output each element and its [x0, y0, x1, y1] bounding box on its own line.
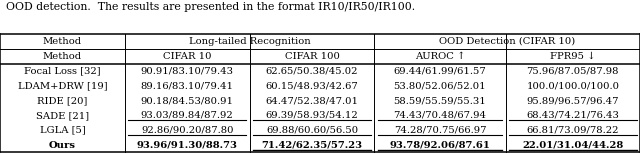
Text: SADE [21]: SADE [21]: [36, 111, 89, 120]
Text: 100.0/100.0/100.0: 100.0/100.0/100.0: [526, 81, 620, 90]
Text: Focal Loss [32]: Focal Loss [32]: [24, 66, 100, 75]
Text: 69.44/61.99/61.57: 69.44/61.99/61.57: [394, 66, 486, 75]
Text: 92.86/90.20/87.80: 92.86/90.20/87.80: [141, 126, 234, 135]
Text: 64.47/52.38/47.01: 64.47/52.38/47.01: [266, 96, 358, 105]
Text: 93.78/92.06/87.61: 93.78/92.06/87.61: [390, 141, 490, 150]
Text: 22.01/31.04/44.28: 22.01/31.04/44.28: [522, 141, 623, 150]
Text: 75.96/87.05/87.98: 75.96/87.05/87.98: [527, 66, 619, 75]
Text: CIFAR 10: CIFAR 10: [163, 52, 211, 61]
Text: LDAM+DRW [19]: LDAM+DRW [19]: [17, 81, 108, 90]
Text: RIDE [20]: RIDE [20]: [37, 96, 88, 105]
Text: 68.43/74.21/76.43: 68.43/74.21/76.43: [526, 111, 620, 120]
Text: 66.81/73.09/78.22: 66.81/73.09/78.22: [527, 126, 619, 135]
Text: Method: Method: [43, 52, 82, 61]
Text: Long-tailed Recognition: Long-tailed Recognition: [189, 37, 310, 46]
Text: 69.88/60.60/56.50: 69.88/60.60/56.50: [266, 126, 358, 135]
Text: 62.65/50.38/45.02: 62.65/50.38/45.02: [266, 66, 358, 75]
Text: 69.39/58.93/54.12: 69.39/58.93/54.12: [266, 111, 358, 120]
Text: OOD detection.  The results are presented in the format IR10/IR50/IR100.: OOD detection. The results are presented…: [6, 2, 415, 12]
Text: 53.80/52.06/52.01: 53.80/52.06/52.01: [394, 81, 486, 90]
Text: 60.15/48.93/42.67: 60.15/48.93/42.67: [266, 81, 358, 90]
Text: 74.28/70.75/66.97: 74.28/70.75/66.97: [394, 126, 486, 135]
Text: CIFAR 100: CIFAR 100: [285, 52, 339, 61]
Text: 93.03/89.84/87.92: 93.03/89.84/87.92: [141, 111, 234, 120]
Text: 93.96/91.30/88.73: 93.96/91.30/88.73: [137, 141, 237, 150]
Text: 95.89/96.57/96.47: 95.89/96.57/96.47: [527, 96, 619, 105]
Text: Method: Method: [43, 37, 82, 46]
Text: Ours: Ours: [49, 141, 76, 150]
Text: 58.59/55.59/55.31: 58.59/55.59/55.31: [394, 96, 486, 105]
Text: LGLA [5]: LGLA [5]: [40, 126, 85, 135]
Text: OOD Detection (CIFAR 10): OOD Detection (CIFAR 10): [439, 37, 575, 46]
Text: 74.43/70.48/67.94: 74.43/70.48/67.94: [394, 111, 486, 120]
Text: 90.91/83.10/79.43: 90.91/83.10/79.43: [141, 66, 234, 75]
Text: 89.16/83.10/79.41: 89.16/83.10/79.41: [141, 81, 234, 90]
Text: AUROC ↑: AUROC ↑: [415, 52, 465, 61]
Text: FPR95 ↓: FPR95 ↓: [550, 52, 596, 61]
Text: 90.18/84.53/80.91: 90.18/84.53/80.91: [141, 96, 234, 105]
Text: 71.42/62.35/57.23: 71.42/62.35/57.23: [261, 141, 363, 150]
